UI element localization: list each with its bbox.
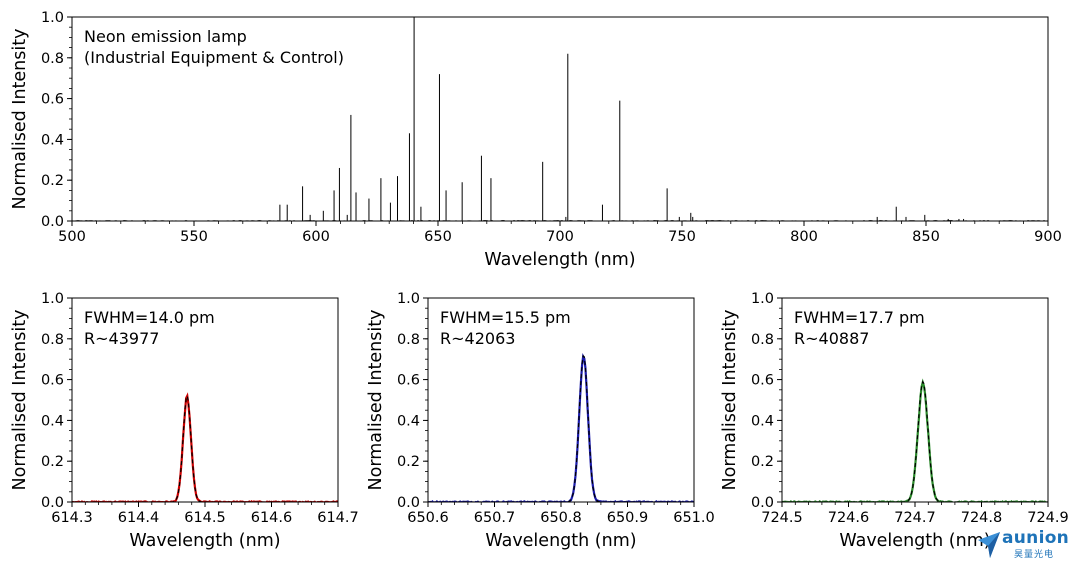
y-tick-label: 0.8 [41, 51, 64, 67]
x-tick-label: 650 [424, 229, 452, 245]
company-logo: aunion 昊量光电 [976, 528, 1076, 562]
x-tick-label: 614.6 [251, 510, 293, 526]
zoom-plot-area [782, 378, 1048, 502]
x-tick-label: 724.7 [894, 510, 936, 526]
logo-mark-icon [978, 532, 1000, 558]
zoom-plot-area [428, 352, 694, 502]
x-tick-label: 600 [302, 229, 330, 245]
x-tick-label: 900 [1034, 229, 1062, 245]
measured-line [72, 392, 338, 502]
y-tick-label: 0.6 [751, 373, 774, 389]
y-tick-label: 0.4 [751, 413, 774, 429]
x-tick-label: 650.9 [607, 510, 649, 526]
y-tick-label: 0.6 [41, 373, 64, 389]
x-axis-label: Wavelength (nm) [129, 531, 280, 551]
x-tick-label: 724.8 [961, 510, 1003, 526]
y-axis-label: Normalised Intensity [720, 310, 740, 491]
chart-panel-0: 500 550 600 650 700 750 800 850 900 0.0 0.2 0.4 0.6 0… [10, 10, 1062, 270]
chart-panel-1: 614.3 614.4 614.5 614.6 614.7 0.0 0.2 0.4 0.6 0.8… [10, 291, 359, 551]
x-tick-label: 724.5 [761, 510, 803, 526]
measured-line [428, 352, 694, 502]
x-tick-label: 614.3 [51, 510, 93, 526]
zoom-plot-area [72, 392, 338, 502]
y-tick-label: 0.2 [41, 454, 64, 470]
y-tick-label: 0.2 [41, 173, 64, 189]
chart-panel-3: 724.5 724.6 724.7 724.8 724.9 0.0 0.2 0.4 0.6 0.8… [720, 291, 1069, 551]
logo-subtext: 昊量光电 [1014, 550, 1055, 560]
annotation-line-2: R~43977 [84, 329, 159, 348]
fit-line [782, 380, 1048, 502]
y-tick-label: 0.0 [397, 495, 420, 511]
fit-line [72, 394, 338, 502]
x-tick-label: 700 [546, 229, 574, 245]
y-tick-label: 0.8 [41, 332, 64, 348]
plot-frame [71, 16, 1049, 222]
y-tick-label: 0.0 [41, 495, 64, 511]
y-tick-label: 0.8 [751, 332, 774, 348]
annotation-line-2: (Industrial Equipment & Control) [84, 48, 344, 67]
y-tick-label: 1.0 [41, 291, 64, 307]
x-tick-label: 650.8 [540, 510, 582, 526]
annotation-line-1: FWHM=14.0 pm [84, 308, 215, 327]
y-tick-label: 1.0 [41, 10, 64, 26]
y-tick-label: 1.0 [397, 291, 420, 307]
fit-line [428, 354, 694, 502]
annotation-line-1: FWHM=15.5 pm [440, 308, 571, 327]
y-axis-label: Normalised Intensity [10, 29, 30, 210]
x-tick-label: 750 [668, 229, 696, 245]
logo-word: aunion [1002, 528, 1070, 548]
x-tick-label: 614.5 [184, 510, 226, 526]
y-tick-label: 0.0 [751, 495, 774, 511]
annotation-line-2: R~42063 [440, 329, 515, 348]
y-axis-label: Normalised Intensity [10, 310, 30, 491]
x-tick-label: 500 [58, 229, 86, 245]
y-tick-label: 0.0 [41, 214, 64, 230]
plot-frame [427, 297, 695, 503]
y-tick-label: 0.4 [397, 413, 420, 429]
y-tick-label: 0.2 [751, 454, 774, 470]
x-tick-label: 800 [790, 229, 818, 245]
x-axis-label: Wavelength (nm) [484, 250, 635, 270]
x-tick-label: 850 [912, 229, 940, 245]
y-tick-label: 0.2 [397, 454, 420, 470]
x-tick-label: 614.7 [317, 510, 359, 526]
y-tick-label: 0.4 [41, 132, 64, 148]
y-tick-label: 0.6 [41, 92, 64, 108]
x-tick-label: 550 [180, 229, 208, 245]
chart-panel-2: 650.6 650.7 650.8 650.9 651.0 0.0 0.2 0.4 0.6 0.8… [366, 291, 715, 551]
measured-line [782, 378, 1048, 502]
x-axis-label: Wavelength (nm) [839, 531, 990, 551]
x-axis-label: Wavelength (nm) [485, 531, 636, 551]
x-tick-label: 650.7 [474, 510, 516, 526]
annotation-line-1: Neon emission lamp [84, 27, 247, 46]
x-tick-label: 614.4 [118, 510, 160, 526]
y-axis-label: Normalised Intensity [366, 310, 386, 491]
y-tick-label: 0.4 [41, 413, 64, 429]
x-tick-label: 724.6 [828, 510, 870, 526]
plot-frame [781, 297, 1049, 503]
x-tick-label: 724.9 [1027, 510, 1069, 526]
annotation-line-2: R~40887 [794, 329, 869, 348]
plot-frame [71, 297, 339, 503]
x-tick-label: 650.6 [407, 510, 449, 526]
y-tick-label: 0.6 [397, 373, 420, 389]
x-tick-label: 651.0 [673, 510, 715, 526]
y-tick-label: 1.0 [751, 291, 774, 307]
y-tick-label: 0.8 [397, 332, 420, 348]
annotation-line-1: FWHM=17.7 pm [794, 308, 925, 327]
